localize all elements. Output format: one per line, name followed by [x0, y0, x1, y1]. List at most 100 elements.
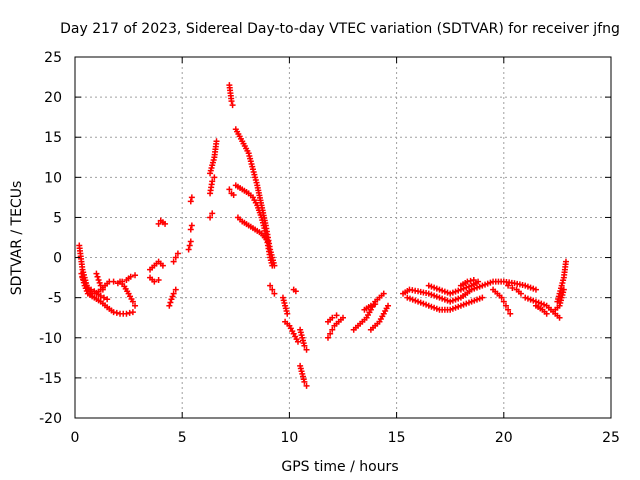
data-point: [186, 242, 193, 249]
y-tick-label: 25: [44, 50, 62, 66]
data-point: [509, 285, 516, 292]
data-point: [170, 290, 177, 297]
data-point: [168, 296, 175, 303]
x-tick-label: 0: [71, 430, 80, 446]
data-point: [174, 250, 181, 257]
data-point: [505, 282, 512, 289]
data-point: [264, 238, 271, 245]
axis-ticks: [74, 56, 612, 419]
data-point: [162, 220, 169, 227]
data-point: [500, 298, 507, 305]
data-point: [229, 102, 236, 109]
data-point: [113, 309, 120, 316]
data-point: [207, 214, 214, 221]
data-point: [170, 258, 177, 265]
data-point: [95, 277, 102, 284]
data-point: [167, 299, 174, 306]
data-point: [172, 254, 179, 261]
data-point: [187, 198, 194, 205]
x-tick-label: 20: [495, 430, 513, 446]
y-tick-label: -5: [48, 291, 62, 307]
data-point: [329, 326, 336, 333]
data-point: [385, 302, 392, 309]
x-tick-label: 15: [388, 430, 406, 446]
grid-lines: [75, 57, 611, 418]
y-axis-label: SDTVAR / TECUs: [9, 181, 25, 296]
data-point: [119, 278, 126, 285]
data-point: [230, 191, 237, 198]
data-point: [226, 186, 233, 193]
data-point: [475, 278, 482, 285]
data-point: [187, 238, 194, 245]
x-tick-label: 25: [602, 430, 620, 446]
data-point: [303, 382, 310, 389]
data-point: [104, 296, 111, 303]
data-point: [209, 210, 216, 217]
y-tick-label: -15: [39, 371, 62, 387]
tick-labels: 0 5 10 15 20 25 -20 -15 -10 -5 0 5 10 15 20 25: [39, 50, 620, 446]
data-point: [97, 293, 104, 300]
data-point: [169, 293, 176, 300]
data-point: [228, 98, 235, 105]
data-point: [340, 314, 346, 321]
data-point: [213, 138, 220, 145]
data-points: [76, 82, 569, 389]
data-point: [78, 270, 85, 277]
y-tick-label: 15: [44, 130, 62, 146]
data-point: [88, 286, 95, 293]
data-point: [507, 310, 514, 317]
data-point: [543, 310, 550, 317]
data-point: [556, 314, 563, 321]
data-point: [110, 309, 117, 316]
data-point: [329, 314, 336, 321]
data-point: [562, 258, 569, 265]
x-tick-label: 5: [178, 430, 187, 446]
data-point: [464, 278, 471, 285]
data-point: [159, 262, 166, 269]
data-point: [470, 277, 477, 284]
data-point: [269, 286, 276, 293]
y-tick-label: -10: [39, 331, 62, 347]
y-tick-label: 20: [44, 90, 62, 106]
data-point: [324, 334, 331, 341]
y-tick-label: 0: [53, 251, 62, 267]
data-point: [126, 309, 133, 316]
x-axis-label: GPS time / hours: [281, 459, 398, 475]
data-point: [97, 282, 104, 289]
data-point: [127, 273, 134, 280]
data-point: [303, 346, 310, 353]
data-point: [271, 290, 278, 297]
data-point: [333, 312, 340, 319]
data-point: [517, 290, 524, 297]
data-point: [155, 277, 162, 284]
data-point: [132, 302, 139, 309]
data-point: [209, 178, 216, 185]
data-point: [372, 301, 379, 308]
data-point: [93, 270, 100, 277]
data-point: [380, 290, 387, 297]
data-point: [110, 278, 117, 285]
data-point: [96, 279, 103, 286]
y-tick-label: -20: [39, 411, 62, 427]
data-point: [267, 282, 274, 289]
data-point: [123, 310, 130, 317]
data-point: [211, 174, 218, 181]
data-point: [129, 309, 136, 316]
data-point: [269, 262, 276, 269]
data-point: [301, 342, 308, 349]
y-tick-label: 10: [44, 170, 62, 186]
chart-title: Day 217 of 2023, Sidereal Day-to-day VTE…: [60, 21, 620, 37]
data-point: [94, 273, 101, 280]
data-point: [185, 246, 192, 253]
data-point: [187, 226, 194, 233]
x-tick-label: 10: [280, 430, 298, 446]
data-point: [132, 272, 139, 279]
data-point: [294, 338, 301, 345]
data-point: [367, 302, 374, 309]
data-point: [99, 286, 106, 293]
data-point: [188, 222, 195, 229]
data-point: [129, 298, 136, 305]
data-point: [166, 302, 173, 309]
data-point: [84, 285, 91, 292]
